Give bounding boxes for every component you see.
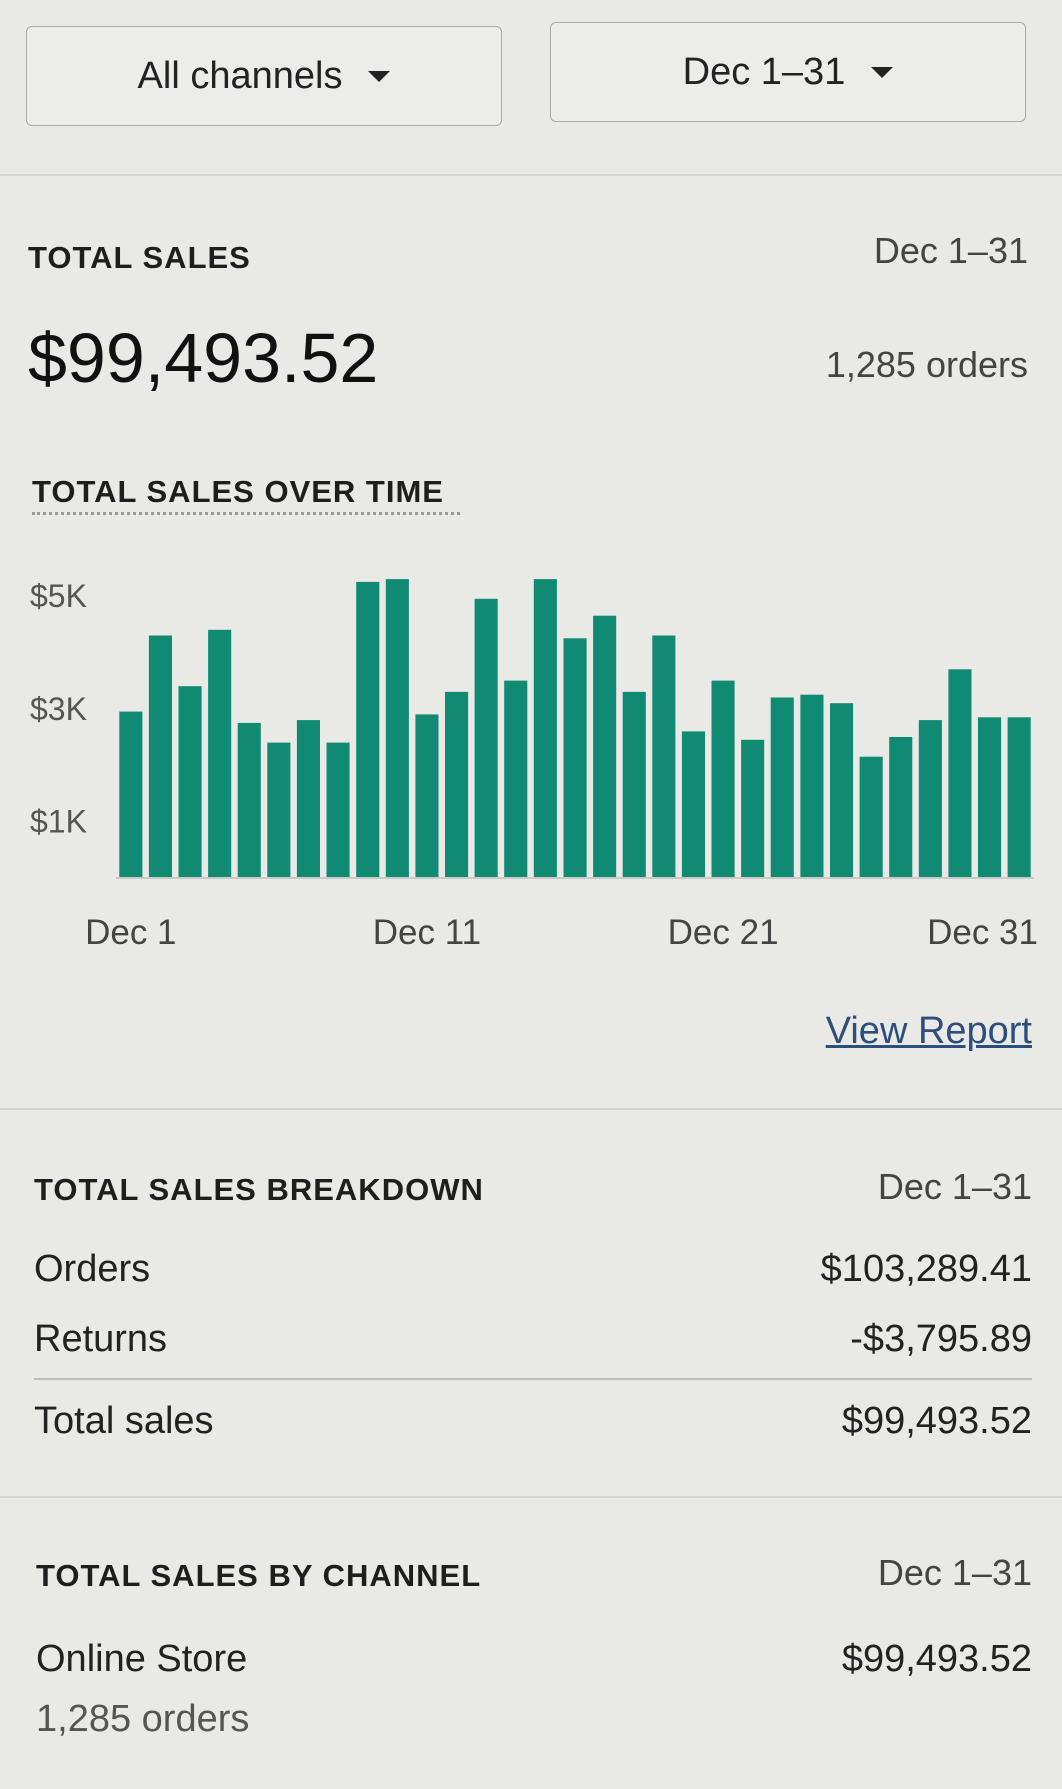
total-sales-title: TOTAL SALES: [28, 240, 251, 275]
date-range-dropdown-label: Dec 1–31: [682, 50, 846, 93]
channel-online-store-orders: 1,285 orders: [36, 1698, 250, 1740]
y-tick-label: $5K: [30, 578, 87, 614]
breakdown-row-returns-label: Returns: [34, 1318, 168, 1360]
bar-series: [119, 579, 1031, 879]
total-sales-amount: $99,493.52: [28, 319, 379, 397]
bar-dec-15[interactable]: [533, 579, 557, 878]
breakdown-date-range: Dec 1–31: [877, 1166, 1032, 1207]
bar-dec-2[interactable]: [148, 635, 172, 879]
bar-dec-31[interactable]: [1007, 717, 1031, 878]
bar-dec-26[interactable]: [859, 756, 883, 878]
channel-online-store-value: $99,493.52: [841, 1638, 1032, 1680]
breakdown-title: TOTAL SALES BREAKDOWN: [34, 1172, 484, 1207]
y-tick-label: $3K: [30, 691, 87, 727]
bar-dec-12[interactable]: [445, 691, 469, 878]
by-channel-title: TOTAL SALES BY CHANNEL: [36, 1558, 482, 1593]
date-range-dropdown[interactable]: Dec 1–31: [550, 22, 1026, 122]
sales-over-time-chart: $5K $3K $1K Dec 1 Dec 11 Dec 21 Dec 31: [30, 578, 1038, 952]
divider: [0, 174, 1062, 176]
bar-dec-30[interactable]: [978, 717, 1002, 878]
caret-down-icon: [368, 70, 391, 82]
x-axis: Dec 1 Dec 11 Dec 21 Dec 31: [85, 913, 1038, 952]
caret-down-icon: [871, 66, 894, 78]
breakdown-total-label: Total sales: [34, 1400, 214, 1442]
total-sales-orders: 1,285 orders: [825, 344, 1028, 385]
bar-dec-25[interactable]: [830, 703, 854, 878]
bar-dec-8[interactable]: [326, 742, 350, 878]
x-tick-label: Dec 21: [668, 913, 779, 952]
x-tick-label: Dec 31: [927, 913, 1038, 952]
bar-dec-28[interactable]: [918, 720, 942, 878]
bar-dec-4[interactable]: [208, 629, 232, 878]
bar-dec-27[interactable]: [889, 737, 913, 878]
channel-dropdown[interactable]: All channels: [26, 26, 502, 126]
total-sales-date-range: Dec 1–31: [873, 230, 1028, 271]
x-tick-label: Dec 11: [373, 913, 481, 952]
bar-dec-14[interactable]: [504, 680, 528, 878]
y-tick-label: $1K: [30, 804, 87, 840]
bar-dec-17[interactable]: [593, 615, 617, 878]
bar-dec-29[interactable]: [948, 669, 972, 878]
bar-dec-1[interactable]: [119, 711, 143, 878]
title-dotted-underline: [32, 512, 460, 515]
bar-dec-7[interactable]: [296, 720, 320, 878]
bar-dec-13[interactable]: [474, 598, 498, 878]
bar-dec-24[interactable]: [800, 694, 824, 878]
view-report-link[interactable]: View Report: [825, 1010, 1032, 1052]
by-channel-date-range: Dec 1–31: [877, 1552, 1032, 1593]
bar-dec-22[interactable]: [741, 739, 765, 878]
x-tick-label: Dec 1: [85, 913, 176, 952]
bar-dec-16[interactable]: [563, 638, 587, 878]
total-separator: [34, 1378, 1032, 1380]
divider: [0, 1496, 1062, 1498]
breakdown-row-orders-label: Orders: [34, 1248, 151, 1290]
bar-dec-3[interactable]: [178, 686, 202, 878]
breakdown-total-value: $99,493.52: [841, 1400, 1032, 1442]
bar-dec-10[interactable]: [385, 579, 409, 878]
y-axis: $5K $3K $1K: [30, 578, 87, 840]
bar-dec-6[interactable]: [267, 742, 291, 878]
bar-dec-11[interactable]: [415, 714, 439, 878]
bar-dec-20[interactable]: [681, 731, 705, 878]
bar-dec-18[interactable]: [622, 691, 646, 878]
breakdown-row-orders-value: $103,289.41: [820, 1248, 1032, 1290]
channel-online-store-label: Online Store: [36, 1638, 248, 1680]
bar-dec-21[interactable]: [711, 680, 735, 878]
divider: [0, 1108, 1062, 1110]
breakdown-row-returns-value: -$3,795.89: [850, 1318, 1032, 1360]
bar-dec-9[interactable]: [356, 581, 380, 878]
bar-dec-23[interactable]: [770, 697, 794, 879]
sales-over-time-title: TOTAL SALES OVER TIME: [32, 474, 444, 509]
bar-dec-19[interactable]: [652, 635, 676, 879]
filter-bar: All channels Dec 1–31: [0, 0, 1062, 176]
bar-dec-5[interactable]: [237, 722, 261, 878]
channel-dropdown-label: All channels: [137, 54, 343, 97]
